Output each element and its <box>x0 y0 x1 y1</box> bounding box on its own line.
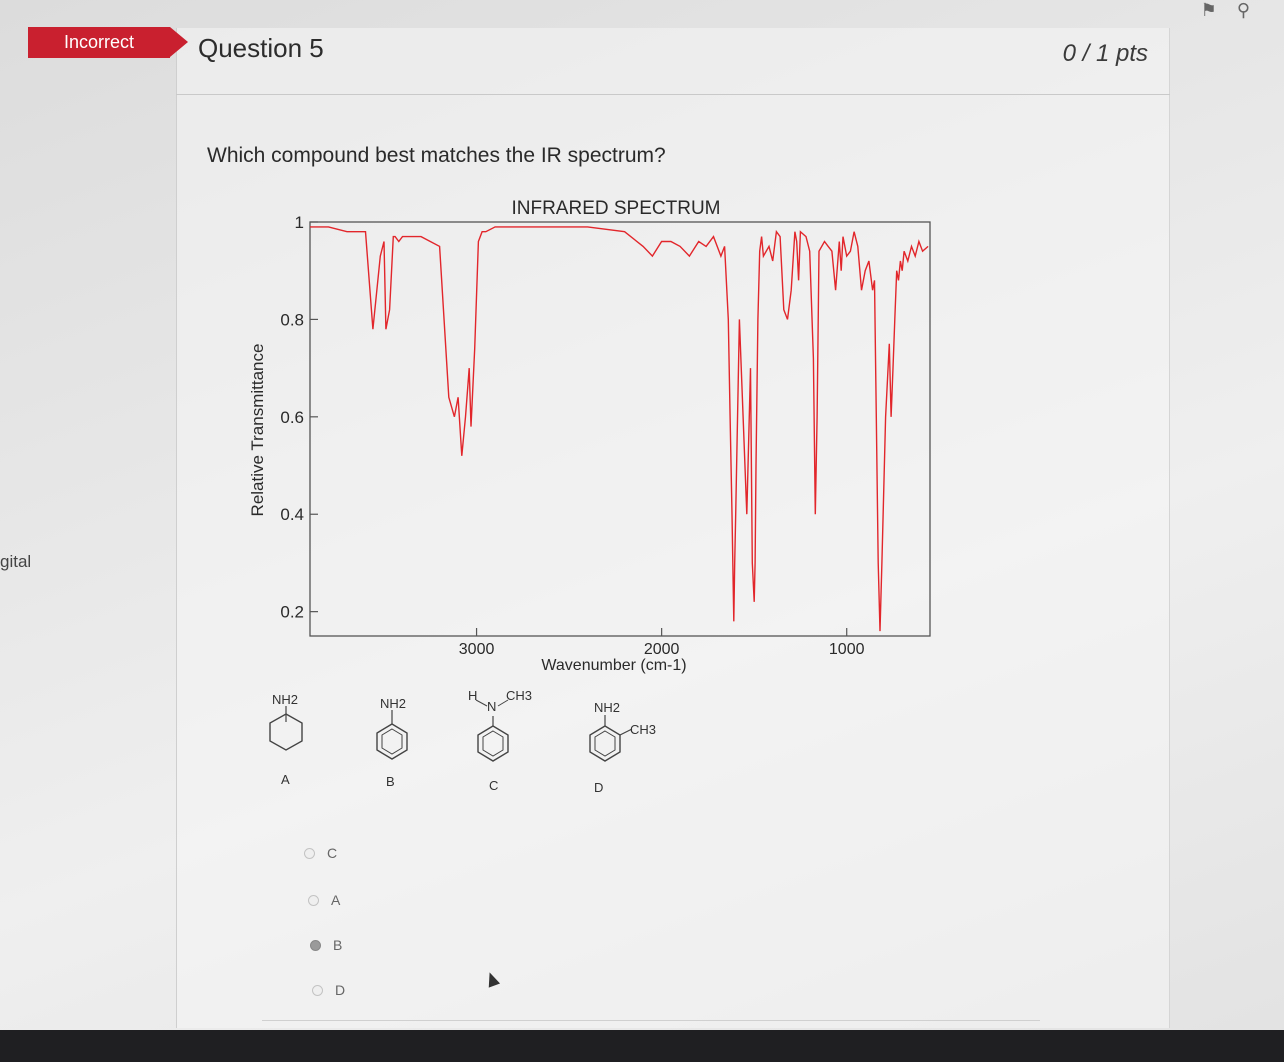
x-axis-label: Wavenumber (cm-1) <box>541 657 686 674</box>
header-divider <box>176 94 1170 95</box>
compound-a-nh2: NH2 <box>272 692 299 707</box>
compound-d-nh2: NH2 <box>594 700 621 715</box>
answer-option-d[interactable]: D <box>312 982 345 998</box>
points-label: 0 / 1 pts <box>1062 40 1148 67</box>
compound-c: H N CH3 C <box>468 688 532 793</box>
compound-d-ch3: CH3 <box>630 722 657 737</box>
question-panel <box>176 28 1170 1028</box>
y-axis-label: Relative Transmittance <box>248 344 267 517</box>
y-tick-label: 0.8 <box>280 310 304 329</box>
x-tick-label: 1000 <box>829 641 865 658</box>
y-tick-label: 0.2 <box>280 603 304 622</box>
flag-icon[interactable]: ⚑ <box>1200 0 1237 20</box>
radio-d[interactable] <box>312 984 323 996</box>
panel-bottom-border <box>262 1020 1040 1021</box>
compound-c-n: N <box>487 699 497 714</box>
compound-a: NH2 A <box>262 692 312 787</box>
search-icon[interactable]: ⚲ <box>1236 0 1270 20</box>
answer-option-b[interactable]: B <box>310 937 342 953</box>
answer-label-c: C <box>327 845 338 861</box>
toolbar-icons: ⚑⚲ <box>1201 0 1270 21</box>
chart-title: INFRARED SPECTRUM <box>511 198 720 219</box>
compound-b-nh2: NH2 <box>380 696 407 711</box>
answer-label-d: D <box>335 982 346 998</box>
status-badge: Incorrect <box>28 27 188 58</box>
monitor-bezel <box>0 1030 1284 1062</box>
compound-b: NH2 B <box>366 696 416 789</box>
compound-c-label: C <box>489 778 499 793</box>
cyclohexane-ring-icon <box>269 706 303 751</box>
plot-frame <box>309 221 931 637</box>
x-tick-label: 3000 <box>459 641 495 658</box>
answer-label-b: B <box>333 937 343 953</box>
y-tick-label: 0.6 <box>280 408 304 427</box>
compound-c-ch3: CH3 <box>506 688 533 703</box>
sidebar-text-fragment: gital <box>0 552 32 571</box>
compound-b-label: B <box>386 774 395 789</box>
benzene-ring-icon <box>475 699 509 762</box>
ir-spectrum-chart: INFRARED SPECTRUM 0.2 0.4 0.6 0.8 1 3000 2000… <box>248 198 931 674</box>
radio-b[interactable] <box>310 939 321 951</box>
y-tick-label: 0.4 <box>280 505 304 524</box>
question-prompt: Which compound best matches the IR spect… <box>207 144 666 167</box>
spectrum-line <box>310 226 929 632</box>
answer-label-a: A <box>331 892 341 908</box>
y-tick-label: 1 <box>295 213 304 232</box>
compound-d: NH2 CH3 D <box>574 700 656 795</box>
x-tick-label: 2000 <box>644 641 680 658</box>
compound-a-label: A <box>281 772 290 787</box>
compound-c-h: H <box>468 688 478 703</box>
radio-a[interactable] <box>308 894 319 906</box>
benzene-ring-icon <box>589 715 633 762</box>
answer-option-c[interactable]: C <box>304 845 337 861</box>
radio-c[interactable] <box>304 847 315 859</box>
benzene-ring-icon <box>376 710 408 760</box>
compound-d-label: D <box>594 780 604 795</box>
question-title: Question 5 <box>198 33 324 63</box>
answer-option-a[interactable]: A <box>308 892 340 908</box>
